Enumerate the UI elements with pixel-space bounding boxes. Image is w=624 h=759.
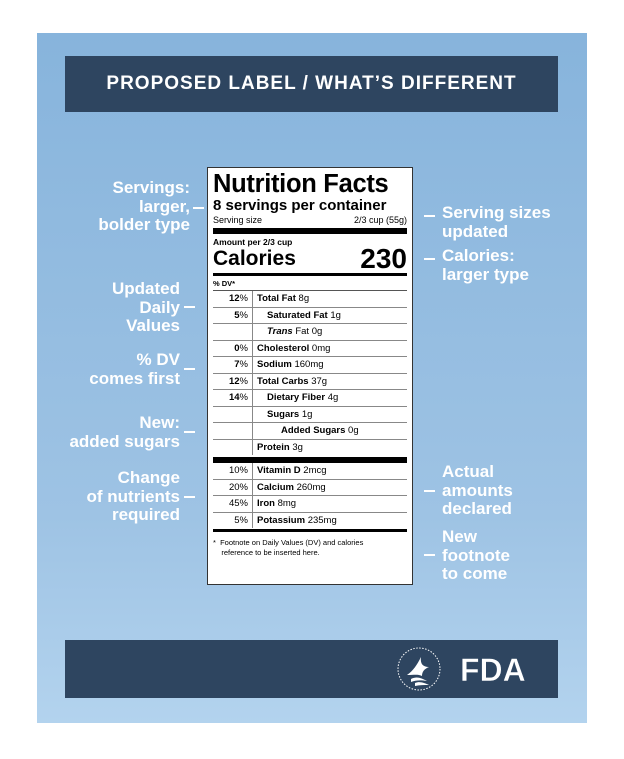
label-title: Nutrition Facts <box>213 170 389 198</box>
annotation-servings: Servings: larger, bolder type <box>98 178 190 234</box>
serving-size-label: Serving size <box>213 215 263 225</box>
nutrition-facts-label: Nutrition Facts 8 servings per container… <box>207 167 413 585</box>
label-footnote: * Footnote on Daily Values (DV) and calo… <box>213 538 364 557</box>
annotation-dash <box>424 554 435 556</box>
nutrient-name: Trans <box>267 326 293 337</box>
vitamin-name: Calcium <box>257 481 294 493</box>
vitamin-pct: 20% <box>213 479 253 495</box>
poster: PROPOSED LABEL / WHAT’S DIFFERENT Servin… <box>37 33 587 723</box>
annotation-dash <box>424 258 435 260</box>
nutrient-pct: 0 <box>234 342 240 354</box>
divider <box>213 228 407 234</box>
annotation-dash <box>193 207 204 209</box>
nutrient-row: Added Sugars 0g <box>213 423 407 440</box>
nutrient-pct: 7 <box>234 359 240 370</box>
nutrient-amount: 1g <box>301 408 313 420</box>
vitamin-pct: 45% <box>213 496 253 512</box>
nutrient-row: 12% Total Carbs 37g <box>213 373 407 390</box>
nutrient-amount: 37g <box>311 375 328 387</box>
svg-text:FDA: FDA <box>460 652 526 686</box>
nutrient-name: Total Carbs <box>257 375 309 387</box>
nutrient-amount: 0g <box>311 326 323 337</box>
nutrient-amount: 4g <box>327 392 339 403</box>
nutrient-row: 12% Total Fat 8g <box>213 291 407 308</box>
nutrient-row: Trans Fat 0g <box>213 324 407 341</box>
vitamin-amount: 2mcg <box>303 465 327 476</box>
annotation-dash <box>424 490 435 492</box>
nutrient-amount: 8g <box>298 293 310 304</box>
nutrient-amount: 160mg <box>294 359 324 370</box>
annotation-dv-first: % DV comes first <box>89 350 180 388</box>
nutrient-amount: 0mg <box>311 342 331 354</box>
fda-logo: FDA <box>460 652 526 686</box>
calories-label: Calories <box>213 247 296 270</box>
annotation-dash <box>184 368 195 370</box>
vitamin-pct: 5% <box>213 512 253 528</box>
nutrient-name: Sodium <box>257 359 292 370</box>
serving-size-row: Serving size 2/3 cup (55g) <box>213 214 407 226</box>
nutrient-pct: 14 <box>228 392 240 403</box>
vitamin-name: Vitamin D <box>257 465 301 476</box>
nutrient-pct: 5 <box>234 309 240 321</box>
divider <box>213 273 407 276</box>
vitamin-amount: 8mg <box>277 498 297 509</box>
nutrient-name: Dietary Fiber <box>267 392 326 403</box>
vitamin-row: 45% Iron 8mg <box>213 496 407 513</box>
vitamin-row: 5% Potassium 235mg <box>213 512 407 528</box>
nutrient-row: Protein 3g <box>213 439 407 455</box>
annotation-serving-sizes: Serving sizes updated <box>442 203 551 241</box>
nutrient-name: Cholesterol <box>257 342 310 354</box>
annotation-new-footnote: New footnote to come <box>442 527 510 583</box>
vitamin-row: 20% Calcium 260mg <box>213 479 407 496</box>
divider <box>213 529 407 532</box>
dv-header: % DV* <box>213 278 407 291</box>
vitamin-pct: 10% <box>213 463 253 479</box>
nutrient-row: 14% Dietary Fiber 4g <box>213 390 407 407</box>
nutrient-amount: 3g <box>292 441 303 453</box>
calories-value: 230 <box>360 243 407 274</box>
annotation-calories: Calories: larger type <box>442 246 529 284</box>
annotation-updated-dv: Updated Daily Values <box>112 279 180 335</box>
footer-band: FDA <box>65 640 558 698</box>
annotation-dash <box>424 215 435 217</box>
serving-size-value: 2/3 cup (55g) <box>353 215 407 225</box>
amount-per: Amount per 2/3 cup <box>213 237 293 247</box>
vitamin-amount: 260mg <box>296 481 326 493</box>
vitamin-name: Potassium <box>257 514 306 526</box>
annotation-dash <box>184 431 195 433</box>
nutrient-name: Protein <box>257 441 290 453</box>
page-title: PROPOSED LABEL / WHAT’S DIFFERENT <box>65 56 558 112</box>
annotation-dash <box>184 496 195 498</box>
nutrient-name: Total Fat <box>257 293 296 304</box>
annotation-nutrients: Change of nutrients required <box>86 468 181 524</box>
nutrient-row: 5% Saturated Fat 1g <box>213 307 407 324</box>
nutrient-amount: 1g <box>330 309 341 321</box>
vitamin-name: Iron <box>257 498 275 509</box>
calories-row: Calories 230 <box>213 243 407 274</box>
nutrient-name: Added Sugars <box>281 425 346 436</box>
annotation-added-sugars: New: added sugars <box>69 413 180 451</box>
annotation-dash <box>184 306 195 308</box>
vitamin-row: 10% Vitamin D 2mcg <box>213 463 407 480</box>
servings-per-container: 8 servings per container <box>213 197 387 214</box>
nutrient-amount: 0g <box>348 425 359 436</box>
nutrient-row: 7% Sodium 160mg <box>213 357 407 374</box>
nutrient-name: Saturated Fat <box>267 309 328 321</box>
annotation-actual-amounts: Actual amounts declared <box>442 462 513 518</box>
nutrient-name: Sugars <box>267 408 300 420</box>
divider <box>213 457 407 463</box>
nutrient-row: Sugars 1g <box>213 406 407 423</box>
nutrient-row: 0% Cholesterol 0mg <box>213 340 407 357</box>
hhs-eagle-icon <box>397 647 441 691</box>
nutrient-pct: 12 <box>228 293 240 304</box>
vitamin-amount: 235mg <box>307 514 337 526</box>
nutrient-pct: 12 <box>228 375 240 387</box>
